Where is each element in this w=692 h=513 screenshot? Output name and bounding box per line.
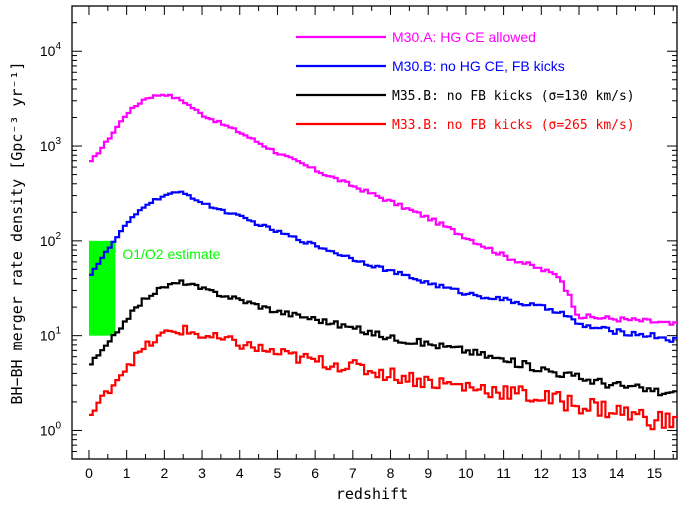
y-tick-label: 100 <box>40 420 62 438</box>
y-tick-label: 101 <box>40 326 62 344</box>
x-tick-label: 8 <box>387 465 395 481</box>
axis-ticks <box>72 5 677 460</box>
x-tick-label: 6 <box>311 465 319 481</box>
series-line-2 <box>89 190 677 343</box>
y-tick-label: 103 <box>40 136 62 154</box>
x-tick-label: 9 <box>424 465 432 481</box>
x-tick-label: 13 <box>571 465 587 481</box>
y-tick-label: 104 <box>40 41 62 59</box>
x-tick-label: 1 <box>123 465 131 481</box>
series-lines <box>89 93 677 431</box>
x-tick-label: 15 <box>647 465 663 481</box>
legend-label-1: M30.A: HG CE allowed <box>392 29 536 45</box>
series-line-1 <box>89 93 677 326</box>
series-line-3 <box>89 279 677 397</box>
x-tick-label: 4 <box>236 465 244 481</box>
o1-o2-estimate-band <box>88 240 116 336</box>
legend-label-4: M33.B: no FB kicks (σ=265 km/s) <box>392 118 635 133</box>
o1-o2-estimate-label: O1/O2 estimate <box>122 246 220 262</box>
plot-frame <box>71 5 678 460</box>
x-tick-label: 0 <box>85 465 93 481</box>
x-tick-label: 5 <box>274 465 282 481</box>
y-axis-title: BH−BH merger rate density [Gpc⁻³ yr⁻¹] <box>8 61 26 404</box>
x-tick-label: 11 <box>496 465 511 481</box>
x-tick-label: 7 <box>349 465 357 481</box>
y-tick-label: 102 <box>40 231 62 249</box>
series-line-4 <box>89 324 677 431</box>
legend: M30.A: HG CE allowed M30.B: no HG CE, FB … <box>296 29 635 133</box>
legend-label-3: M35.B: no FB kicks (σ=130 km/s) <box>392 89 635 104</box>
x-tick-label: 3 <box>198 465 206 481</box>
x-tick-label: 2 <box>160 465 168 481</box>
x-tick-label: 14 <box>609 465 625 481</box>
observational-band: O1/O2 estimate <box>88 240 221 336</box>
x-axis-title: redshift <box>336 485 408 503</box>
x-tick-label: 12 <box>534 465 550 481</box>
legend-label-2: M30.B: no HG CE, FB kicks <box>392 58 565 74</box>
x-tick-label: 10 <box>458 465 474 481</box>
